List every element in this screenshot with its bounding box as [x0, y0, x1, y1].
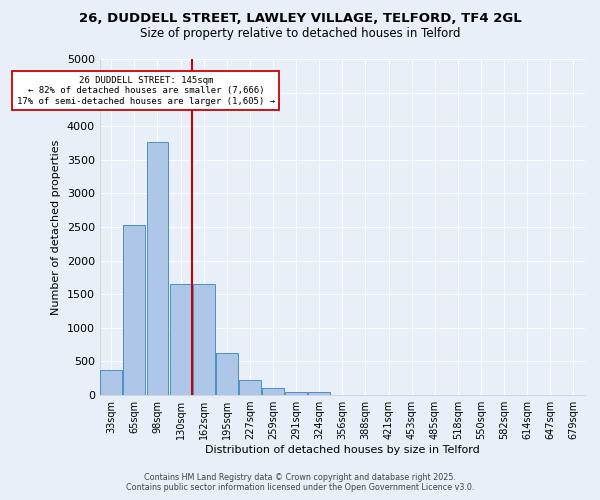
Bar: [239, 380, 261, 395]
Text: Contains HM Land Registry data © Crown copyright and database right 2025.
Contai: Contains HM Land Registry data © Crown c…: [126, 473, 474, 492]
Bar: [146, 142, 169, 395]
Text: 26, DUDDELL STREET, LAWLEY VILLAGE, TELFORD, TF4 2GL: 26, DUDDELL STREET, LAWLEY VILLAGE, TELF…: [79, 12, 521, 26]
X-axis label: Distribution of detached houses by size in Telford: Distribution of detached houses by size …: [205, 445, 480, 455]
Bar: [262, 388, 284, 395]
Bar: [193, 284, 215, 395]
Bar: [124, 225, 145, 395]
Bar: [170, 284, 191, 395]
Text: Size of property relative to detached houses in Telford: Size of property relative to detached ho…: [140, 28, 460, 40]
Bar: [216, 354, 238, 395]
Bar: [308, 392, 330, 395]
Bar: [285, 392, 307, 395]
Bar: [100, 370, 122, 395]
Y-axis label: Number of detached properties: Number of detached properties: [51, 140, 61, 314]
Text: 26 DUDDELL STREET: 145sqm
← 82% of detached houses are smaller (7,666)
17% of se: 26 DUDDELL STREET: 145sqm ← 82% of detac…: [17, 76, 275, 106]
